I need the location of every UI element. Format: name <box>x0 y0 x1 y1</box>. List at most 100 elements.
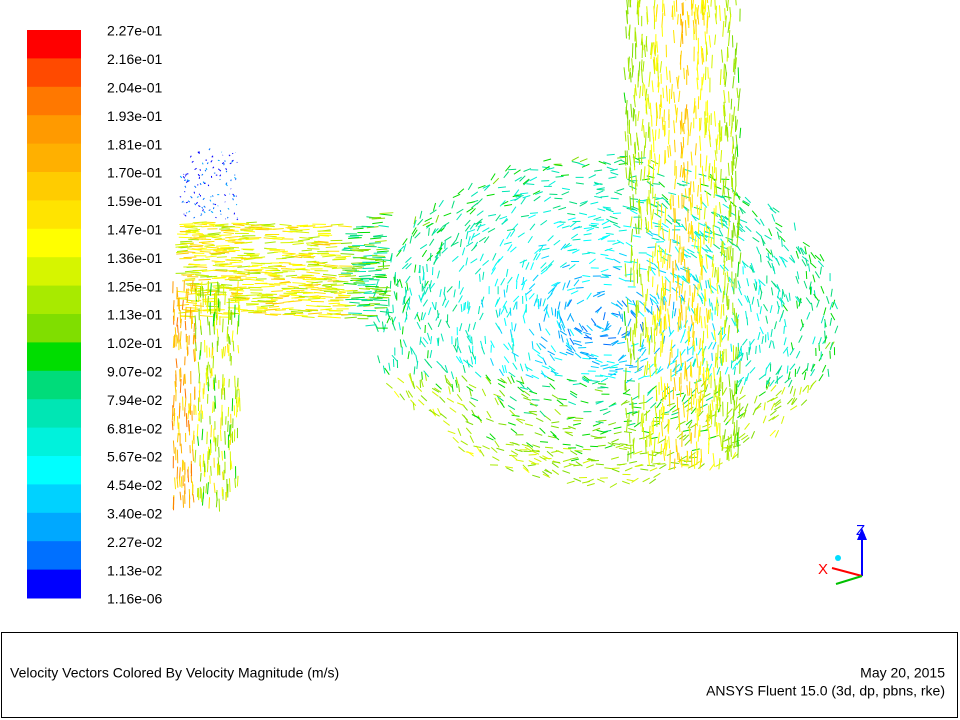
vector <box>766 397 775 403</box>
vector <box>741 434 749 441</box>
vector <box>297 276 312 279</box>
vector <box>353 227 364 230</box>
vector <box>545 328 551 336</box>
vector <box>750 430 756 439</box>
vector <box>732 394 735 406</box>
vector <box>441 247 448 254</box>
vector <box>781 386 786 395</box>
vector <box>630 228 634 243</box>
vector <box>664 207 667 224</box>
vector <box>176 286 179 298</box>
vector <box>681 464 690 467</box>
vector <box>696 67 699 81</box>
vector <box>451 383 454 392</box>
vector <box>657 62 659 79</box>
vector <box>229 309 232 320</box>
vector <box>178 476 181 487</box>
vector <box>535 191 543 195</box>
vector <box>824 335 827 344</box>
vector <box>494 440 500 448</box>
vector <box>372 256 386 259</box>
vector <box>498 308 501 317</box>
vector <box>629 133 632 146</box>
vector <box>201 225 214 228</box>
vector <box>495 297 501 305</box>
vector <box>739 411 746 420</box>
vector <box>317 240 329 243</box>
vector <box>424 217 433 222</box>
vector <box>649 436 651 447</box>
vector <box>775 222 783 228</box>
vector <box>245 224 259 226</box>
vector <box>733 278 735 295</box>
vector <box>291 276 305 279</box>
vector <box>374 324 379 333</box>
vector <box>645 410 648 421</box>
vector <box>657 432 660 445</box>
vector <box>511 351 519 357</box>
vector <box>618 277 627 282</box>
vector <box>506 467 514 472</box>
vector <box>507 422 516 426</box>
vector <box>551 462 559 468</box>
vector <box>564 244 572 249</box>
vector <box>219 430 222 442</box>
vector <box>831 299 836 308</box>
vector <box>682 266 691 271</box>
vector <box>635 223 638 235</box>
vector <box>659 61 663 73</box>
vector <box>707 5 711 18</box>
vector <box>523 412 532 414</box>
colorbar-label: 4.54e-02 <box>107 477 162 493</box>
vector <box>770 396 779 402</box>
vector <box>641 68 644 83</box>
vector <box>608 176 617 179</box>
vector <box>559 351 568 356</box>
vector <box>215 251 230 254</box>
vector <box>622 205 631 209</box>
vector <box>236 475 239 487</box>
vector <box>639 323 644 332</box>
vector <box>200 214 202 217</box>
colorbar-swatch <box>27 285 81 315</box>
vector <box>703 382 706 398</box>
vector <box>416 321 422 330</box>
vector <box>656 284 659 295</box>
vector <box>555 175 564 178</box>
vector <box>631 65 634 78</box>
vector <box>723 101 726 117</box>
vector <box>775 226 782 234</box>
vector <box>677 14 679 25</box>
vector <box>208 148 211 151</box>
vector <box>500 307 505 315</box>
vector <box>485 376 492 384</box>
vector <box>629 72 632 83</box>
vector <box>425 222 434 228</box>
vector <box>723 319 726 335</box>
vector <box>194 185 197 188</box>
vector <box>727 415 734 423</box>
vector <box>542 166 551 169</box>
vector <box>736 358 742 366</box>
vector <box>623 332 630 339</box>
vector <box>566 348 575 354</box>
vector <box>605 257 614 261</box>
vector <box>628 0 630 8</box>
vector <box>205 255 217 258</box>
vector <box>553 220 562 225</box>
vector <box>514 448 523 453</box>
vector <box>195 342 197 352</box>
vector <box>761 335 764 345</box>
vector <box>660 256 668 262</box>
vector <box>467 182 473 191</box>
vector <box>193 216 196 219</box>
vector <box>524 423 533 427</box>
colorbar-label: 1.13e-02 <box>107 562 162 578</box>
vector <box>224 291 226 305</box>
axis-triad: Z X <box>818 522 867 585</box>
vector <box>638 61 641 77</box>
vector <box>377 355 381 364</box>
vector <box>287 226 299 229</box>
vector <box>655 102 659 119</box>
vector <box>812 274 816 283</box>
